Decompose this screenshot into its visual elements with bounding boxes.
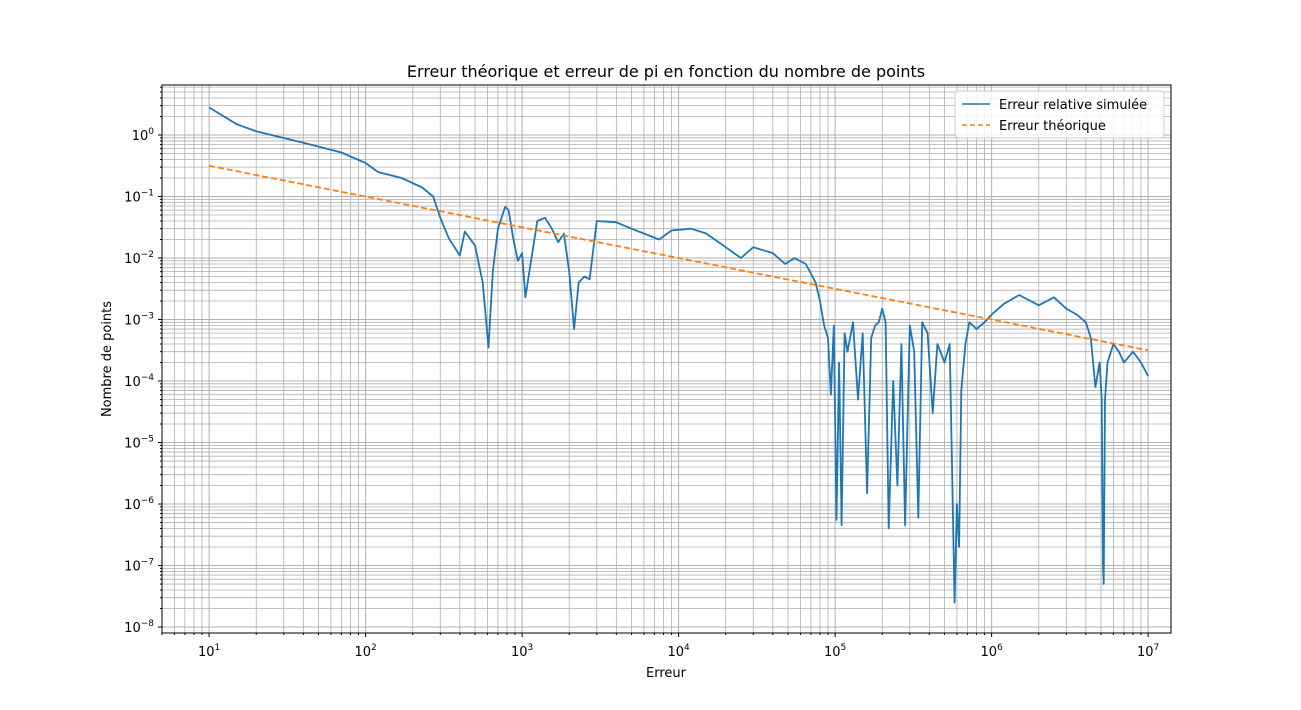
x-tick-label: 104	[667, 643, 690, 660]
y-tick-label: 10−8	[124, 619, 154, 636]
y-tick-label: 10−4	[124, 373, 154, 390]
x-tick-labels: 101 102 103 104 105 106 107	[198, 643, 1159, 660]
y-tick-label: 10−5	[124, 435, 154, 452]
y-tick-label: 10−7	[124, 558, 154, 575]
y-tick-label: 10−6	[124, 496, 154, 513]
y-tick-label: 10−1	[124, 189, 154, 206]
x-tick-label: 101	[198, 643, 220, 660]
series-line-1	[208, 164, 1149, 352]
y-axis-label: Nombre de points	[100, 301, 115, 417]
legend-label-0: Erreur relative simulée	[999, 98, 1147, 113]
y-tick-label: 10−3	[124, 312, 154, 329]
series-layer	[208, 106, 1149, 604]
chart-title: Erreur théorique et erreur de pi en fonc…	[407, 62, 925, 81]
legend: Erreur relative simulée Erreur théorique	[954, 90, 1165, 139]
y-tick-labels: 100 10−1 10−2 10−3 10−4 10−5 10−6 10−7 10−8	[124, 127, 154, 636]
x-tick-label: 106	[980, 643, 1003, 660]
series-line-0	[208, 106, 1149, 604]
legend-label-1: Erreur théorique	[999, 119, 1106, 134]
x-axis-label: Erreur	[646, 666, 687, 681]
y-tick-label: 10−2	[124, 250, 154, 267]
x-tick-label: 107	[1137, 643, 1159, 660]
x-tick-label: 102	[354, 643, 376, 660]
grid	[161, 85, 1171, 633]
x-tick-label: 103	[511, 643, 533, 660]
tick-layer	[158, 86, 1149, 637]
y-tick-label: 100	[132, 127, 155, 144]
plot-frame	[161, 84, 1172, 634]
legend-frame	[954, 90, 1165, 139]
x-tick-label: 105	[824, 643, 846, 660]
